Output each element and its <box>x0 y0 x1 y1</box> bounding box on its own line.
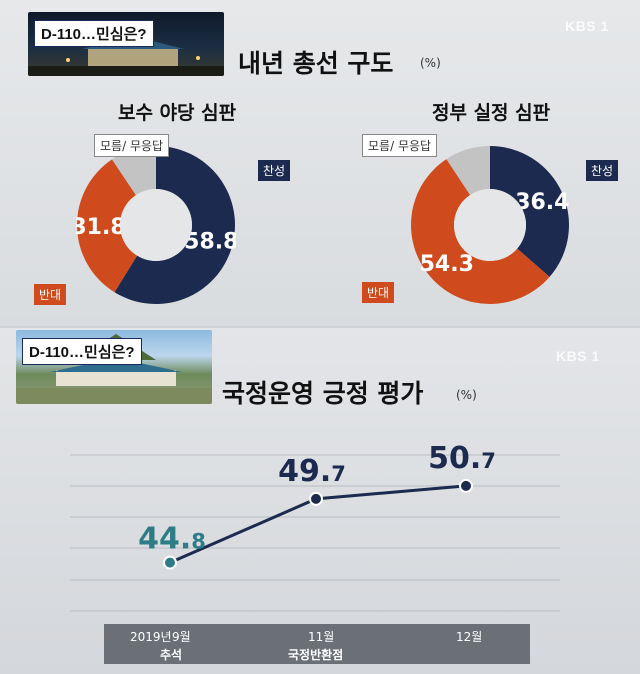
donut-title-left: 보수 야당 심판 <box>118 102 237 124</box>
data-point-0 <box>163 555 177 570</box>
kbs-logo: KBS 1 <box>556 348 600 364</box>
legend-approve-right: 찬성 <box>586 160 619 181</box>
legend-approve-left: 찬성 <box>258 160 291 181</box>
legend-unknown-left: 모름/ 무응답 <box>94 134 170 157</box>
donut-left-hole <box>120 189 192 261</box>
data-label-2: 50.7 <box>428 441 496 476</box>
donut-right-slice-approve <box>490 146 569 277</box>
year-prefix: 2019년 <box>130 630 172 644</box>
x-tick-label: 9월 <box>172 630 191 644</box>
blue-house-day-thumbnail: D-110…민심은? <box>16 330 212 404</box>
grid-lines <box>70 454 560 612</box>
data-label-1: 49.7 <box>278 454 346 489</box>
donut-chart-right: 36.4 54.3 <box>410 146 569 304</box>
blue-house-night-thumbnail: D-110…민심은? <box>28 12 224 76</box>
donut-left-value-label-oppose: 31.8 <box>76 215 126 240</box>
x-tick-label: 12월 <box>456 630 483 644</box>
main-title: 국정운영 긍정 평가 <box>222 379 424 408</box>
x-tick-label: 11월 <box>308 630 335 644</box>
kbs-logo: KBS 1 <box>565 18 609 34</box>
main-title: 내년 총선 구도 <box>238 49 394 78</box>
dday-tag: D-110…민심은? <box>22 338 142 365</box>
legend-unknown-right: 모름/ 무응답 <box>362 134 438 157</box>
data-label-0: 44.8 <box>138 522 206 557</box>
unit-label: (%) <box>456 388 477 402</box>
top-panel: D-110…민심은? KBS 1 내년 총선 구도 (%) 보수 야당 심판 정… <box>0 0 640 326</box>
legend-oppose-right: 반대 <box>362 282 395 303</box>
legend-oppose-left: 반대 <box>34 284 67 305</box>
donut-chart-left: 58.8 31.8 <box>76 146 236 304</box>
donut-left-slice-unknown <box>112 146 156 196</box>
donut-right-slice-unknown <box>446 146 490 195</box>
data-point-1 <box>309 491 323 506</box>
donut-right-value-label-oppose: 54.3 <box>420 252 474 277</box>
line-series: 44.8 49.7 50.7 <box>138 441 496 570</box>
donut-left-value-label-approve: 58.8 <box>184 230 236 255</box>
event-label: 추석 <box>160 648 183 662</box>
building-illustration <box>16 334 212 404</box>
x-axis-bar <box>104 624 530 664</box>
dday-tag: D-110…민심은? <box>34 20 154 47</box>
donut-left-slice-approve <box>114 146 235 304</box>
donut-left-slice-oppose <box>77 159 138 293</box>
data-point-2 <box>459 478 473 493</box>
donut-right-slice-oppose <box>410 159 550 304</box>
donut-right-hole <box>454 189 526 261</box>
unit-label: (%) <box>420 56 441 70</box>
donut-title-right: 정부 실정 심판 <box>432 102 551 124</box>
event-label: 국정반환점 <box>288 648 344 662</box>
donut-right-value-label-approve: 36.4 <box>515 190 569 215</box>
